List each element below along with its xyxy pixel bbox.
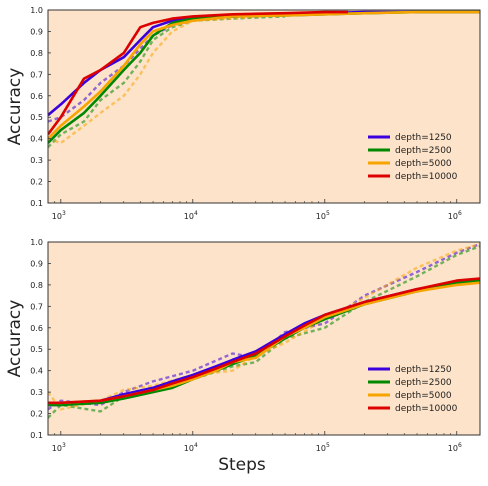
x-tick-label: 104 [184,442,198,453]
y-tick-label: 0.3 [30,156,43,165]
y-tick-label: 0.1 [30,431,43,440]
y-tick-label: 0.5 [30,345,43,354]
plot-frame [47,9,481,204]
legend-label: depth=1250 [395,365,452,375]
dashed-series-2 [48,13,286,145]
x-tick-label: 105 [316,210,330,221]
legend-label: depth=2500 [395,146,452,156]
y-tick-label: 0.8 [30,49,43,58]
y-tick-label: 0.7 [30,302,43,311]
y-tick-label: 0.9 [30,259,43,268]
x-tick-label: 106 [448,210,462,221]
y-tick-label: 0.2 [30,178,43,187]
x-axis-label: Steps [218,455,266,475]
legend-label: depth=1250 [395,133,452,143]
legend: depth=1250 depth=2500 depth=5000 depth=1000… [368,133,458,182]
y-tick-label: 0.1 [30,199,43,208]
y-tick-label: 1.0 [30,238,43,247]
x-tick-label: 106 [448,442,462,453]
x-tick-label: 103 [52,210,66,221]
legend: depth=1250 depth=2500 depth=5000 depth=1000… [368,365,458,414]
y-tick-label: 0.8 [30,281,43,290]
series-line-depth-10000 [48,10,348,136]
y-tick-label: 0.7 [30,70,43,79]
y-tick-label: 0.9 [30,27,43,36]
y-tick-label: 0.6 [30,92,43,101]
top-chart: 0.1 0.2 0.3 0.4 0.5 0.6 0.7 0.8 0.9 1.0 103 104 105 1… [5,6,481,221]
y-axis-label: Accuracy [5,300,25,378]
legend-label: depth=5000 [395,159,452,169]
x-tick-label: 104 [184,210,198,221]
y-tick-label: 0.2 [30,410,43,419]
y-axis-label: Accuracy [5,68,25,146]
y-tick-label: 0.3 [30,388,43,397]
plot-background [48,10,480,203]
y-tick-label: 1.0 [30,6,43,15]
plot-lines [48,10,480,149]
plot-frame [47,241,481,436]
y-tick-label: 0.4 [30,367,43,376]
x-tick-label: 105 [316,442,330,453]
series-line-depth-10000 [48,277,480,405]
legend-label: depth=10000 [395,404,458,414]
legend-label: depth=2500 [395,378,452,388]
plot-background [48,242,480,435]
y-tick-label: 0.5 [30,113,43,122]
y-tick-label: 0.6 [30,324,43,333]
series-line-depth-5000 [48,10,480,140]
y-tick-label: 0.4 [30,135,43,144]
x-tick-label: 103 [52,442,66,453]
legend-label: depth=5000 [395,391,452,401]
legend-label: depth=10000 [395,172,458,182]
plot-lines [48,242,480,419]
bottom-chart: 0.1 0.2 0.3 0.4 0.5 0.6 0.7 0.8 0.9 1.0 103 104 105 1… [5,238,481,475]
